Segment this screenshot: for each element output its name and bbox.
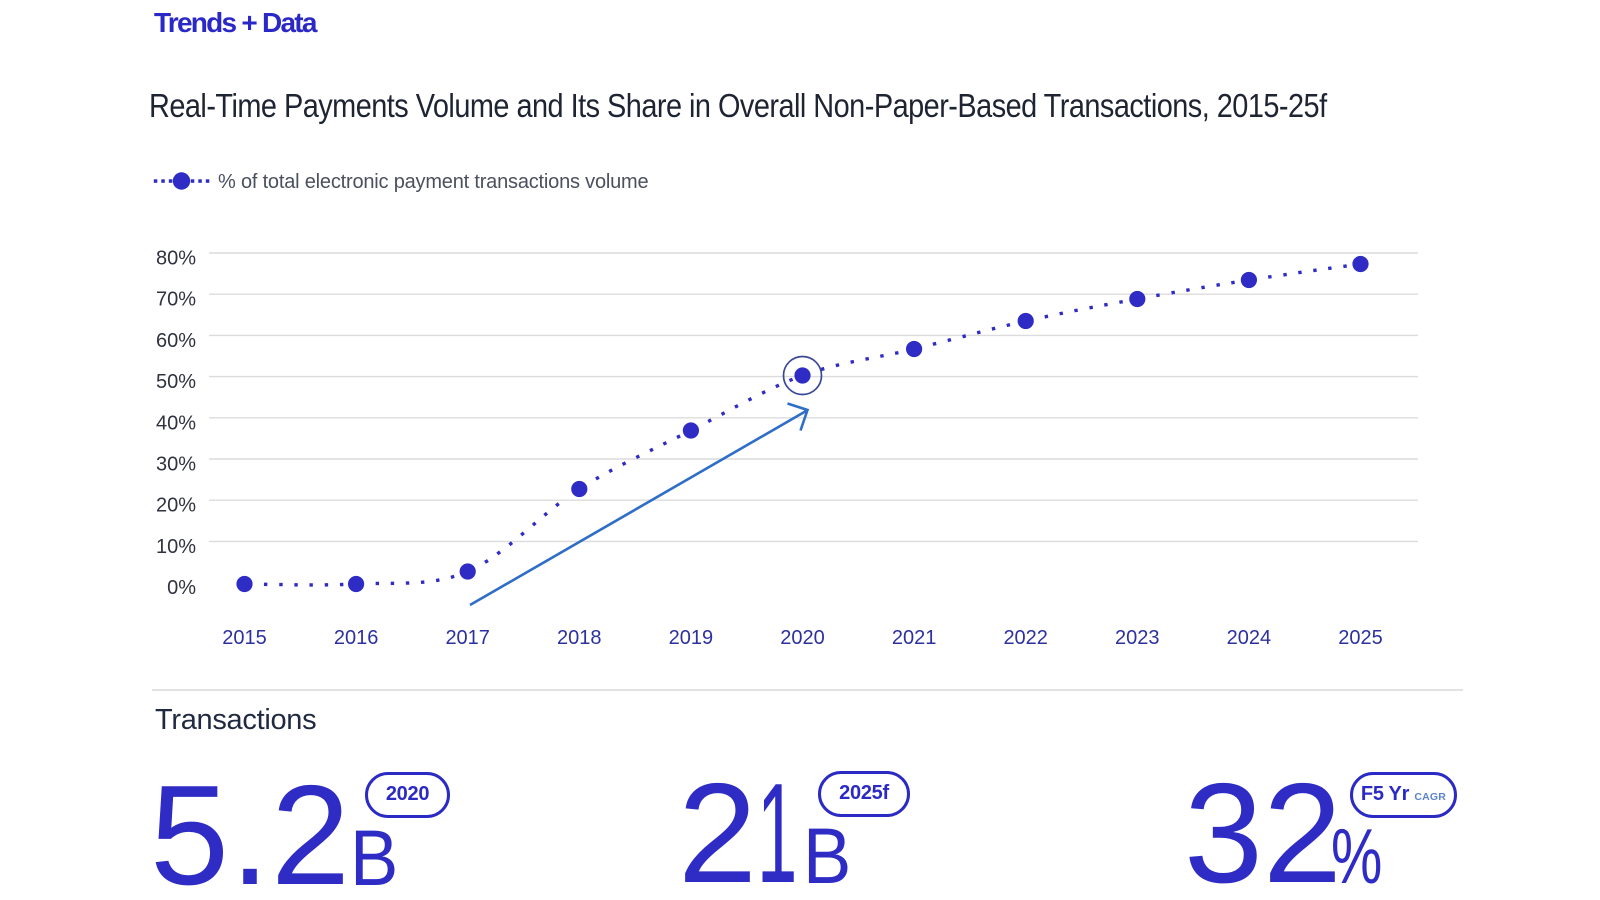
svg-text:2022: 2022 [1003, 627, 1048, 649]
svg-text:50%: 50% [156, 371, 196, 393]
svg-text:2025: 2025 [1338, 627, 1383, 649]
svg-text:2021: 2021 [892, 627, 937, 649]
svg-text:80%: 80% [156, 248, 196, 270]
svg-text:2020: 2020 [780, 627, 825, 649]
svg-text:70%: 70% [156, 289, 196, 311]
svg-text:2024: 2024 [1227, 627, 1272, 649]
svg-text:2017: 2017 [445, 627, 490, 649]
svg-text:2019: 2019 [669, 627, 714, 649]
svg-text:30%: 30% [156, 454, 196, 476]
svg-text:10%: 10% [156, 536, 196, 558]
svg-text:40%: 40% [156, 412, 196, 434]
svg-text:0%: 0% [167, 577, 196, 599]
svg-text:2023: 2023 [1115, 627, 1160, 649]
svg-text:2018: 2018 [557, 627, 602, 649]
svg-text:2016: 2016 [334, 627, 379, 649]
svg-text:2015: 2015 [222, 627, 267, 649]
svg-text:60%: 60% [156, 330, 196, 352]
svg-text:20%: 20% [156, 495, 196, 517]
